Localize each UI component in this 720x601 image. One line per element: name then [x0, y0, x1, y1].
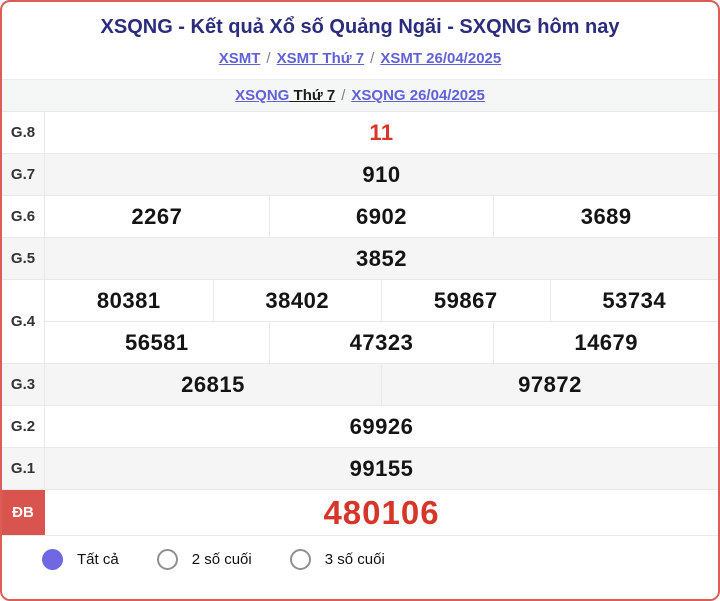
prize-number: 80381: [96, 287, 161, 313]
prize-number: 99155: [349, 455, 414, 481]
breadcrumb-xsqng: XSQNG Thứ 7 / XSQNG 26/04/2025: [2, 79, 718, 112]
prize-row-g8: G.8 11: [2, 112, 718, 154]
prize-number: 2267: [131, 203, 183, 229]
prize-label-db: ĐB: [2, 490, 45, 535]
prize-label-g7: G.7: [2, 154, 45, 195]
filter-option-all[interactable]: Tất cả: [42, 549, 119, 570]
filter-option-last2[interactable]: 2 số cuối: [156, 549, 252, 570]
breadcrumb-link-xsqng: XSQNG: [235, 87, 290, 104]
prize-label-g1: G.1: [2, 448, 45, 489]
prize-label-g6: G.6: [2, 196, 45, 237]
prize-number: 910: [362, 161, 401, 187]
breadcrumb-xsmt: XSMT / XSMT Thứ 7 / XSMT 26/04/2025: [12, 49, 708, 69]
header: XSQNG - Kết quả Xổ số Quảng Ngãi - SXQNG…: [2, 2, 718, 79]
radio-selected-icon[interactable]: [42, 549, 63, 570]
breadcrumb-link-xsmt-thu7[interactable]: XSMT Thứ 7: [276, 50, 365, 67]
breadcrumb-separator: /: [341, 87, 346, 104]
prize-row-g5: G.5 3852: [2, 238, 718, 280]
filter-option-last3[interactable]: 3 số cuối: [289, 549, 385, 570]
prize-row-g4: G.4 80381 38402 59867 53734 56581 47323 …: [2, 280, 718, 364]
page-title: XSQNG - Kết quả Xổ số Quảng Ngãi - SXQNG…: [100, 16, 620, 38]
prize-label-g3: G.3: [2, 364, 45, 405]
filter-bar: Tất cả 2 số cuối 3 số cuối: [2, 536, 718, 599]
breadcrumb-separator: /: [266, 50, 271, 67]
prize-number: 3689: [493, 196, 718, 237]
prize-number: 97872: [381, 364, 718, 405]
prize-number: 14679: [493, 322, 718, 363]
prize-number: 26815: [181, 371, 245, 397]
prize-label-g4: G.4: [2, 280, 45, 363]
prize-number: 38402: [212, 280, 382, 321]
prize-label-g8: G.8: [2, 112, 45, 153]
prize-number: 6902: [268, 196, 494, 237]
prize-label-g5: G.5: [2, 238, 45, 279]
filter-option-label: Tất cả: [77, 551, 119, 568]
prize-row-g2: G.2 69926: [2, 406, 718, 448]
prize-number: 47323: [268, 322, 494, 363]
prize-row-g7: G.7 910: [2, 154, 718, 196]
prize-row-g3: G.3 26815 97872: [2, 364, 718, 406]
prize-label-g2: G.2: [2, 406, 45, 447]
prize-row-db: ĐB 480106: [2, 490, 718, 536]
prize-row-g1: G.1 99155: [2, 448, 718, 490]
filter-option-label: 2 số cuối: [191, 551, 252, 568]
breadcrumb-link-xsqng-thu7[interactable]: XSQNG Thứ 7: [235, 87, 335, 104]
prize-number: 59867: [381, 280, 550, 321]
radio-unselected-icon[interactable]: [156, 549, 178, 570]
prize-number: 69926: [349, 413, 414, 439]
prize-number: 11: [369, 119, 394, 145]
breadcrumb-text-thu7: Thứ 7: [289, 87, 336, 104]
filter-option-label: 3 số cuối: [324, 551, 385, 568]
breadcrumb-separator: /: [370, 50, 375, 67]
prize-number: 56581: [124, 329, 189, 355]
prize-number: 3852: [356, 245, 407, 271]
breadcrumb-link-xsmt-date[interactable]: XSMT 26/04/2025: [380, 50, 502, 67]
results-table: G.8 11 G.7 910 G.6 2267 6902 3689 G.5 38…: [2, 112, 718, 536]
prize-number: 53734: [549, 280, 719, 321]
prize-row-g6: G.6 2267 6902 3689: [2, 196, 718, 238]
breadcrumb-link-xsqng-date[interactable]: XSQNG 26/04/2025: [351, 87, 485, 104]
breadcrumb-link-xsmt[interactable]: XSMT: [218, 50, 261, 67]
jackpot-number: 480106: [323, 493, 440, 531]
radio-unselected-icon[interactable]: [289, 549, 311, 570]
